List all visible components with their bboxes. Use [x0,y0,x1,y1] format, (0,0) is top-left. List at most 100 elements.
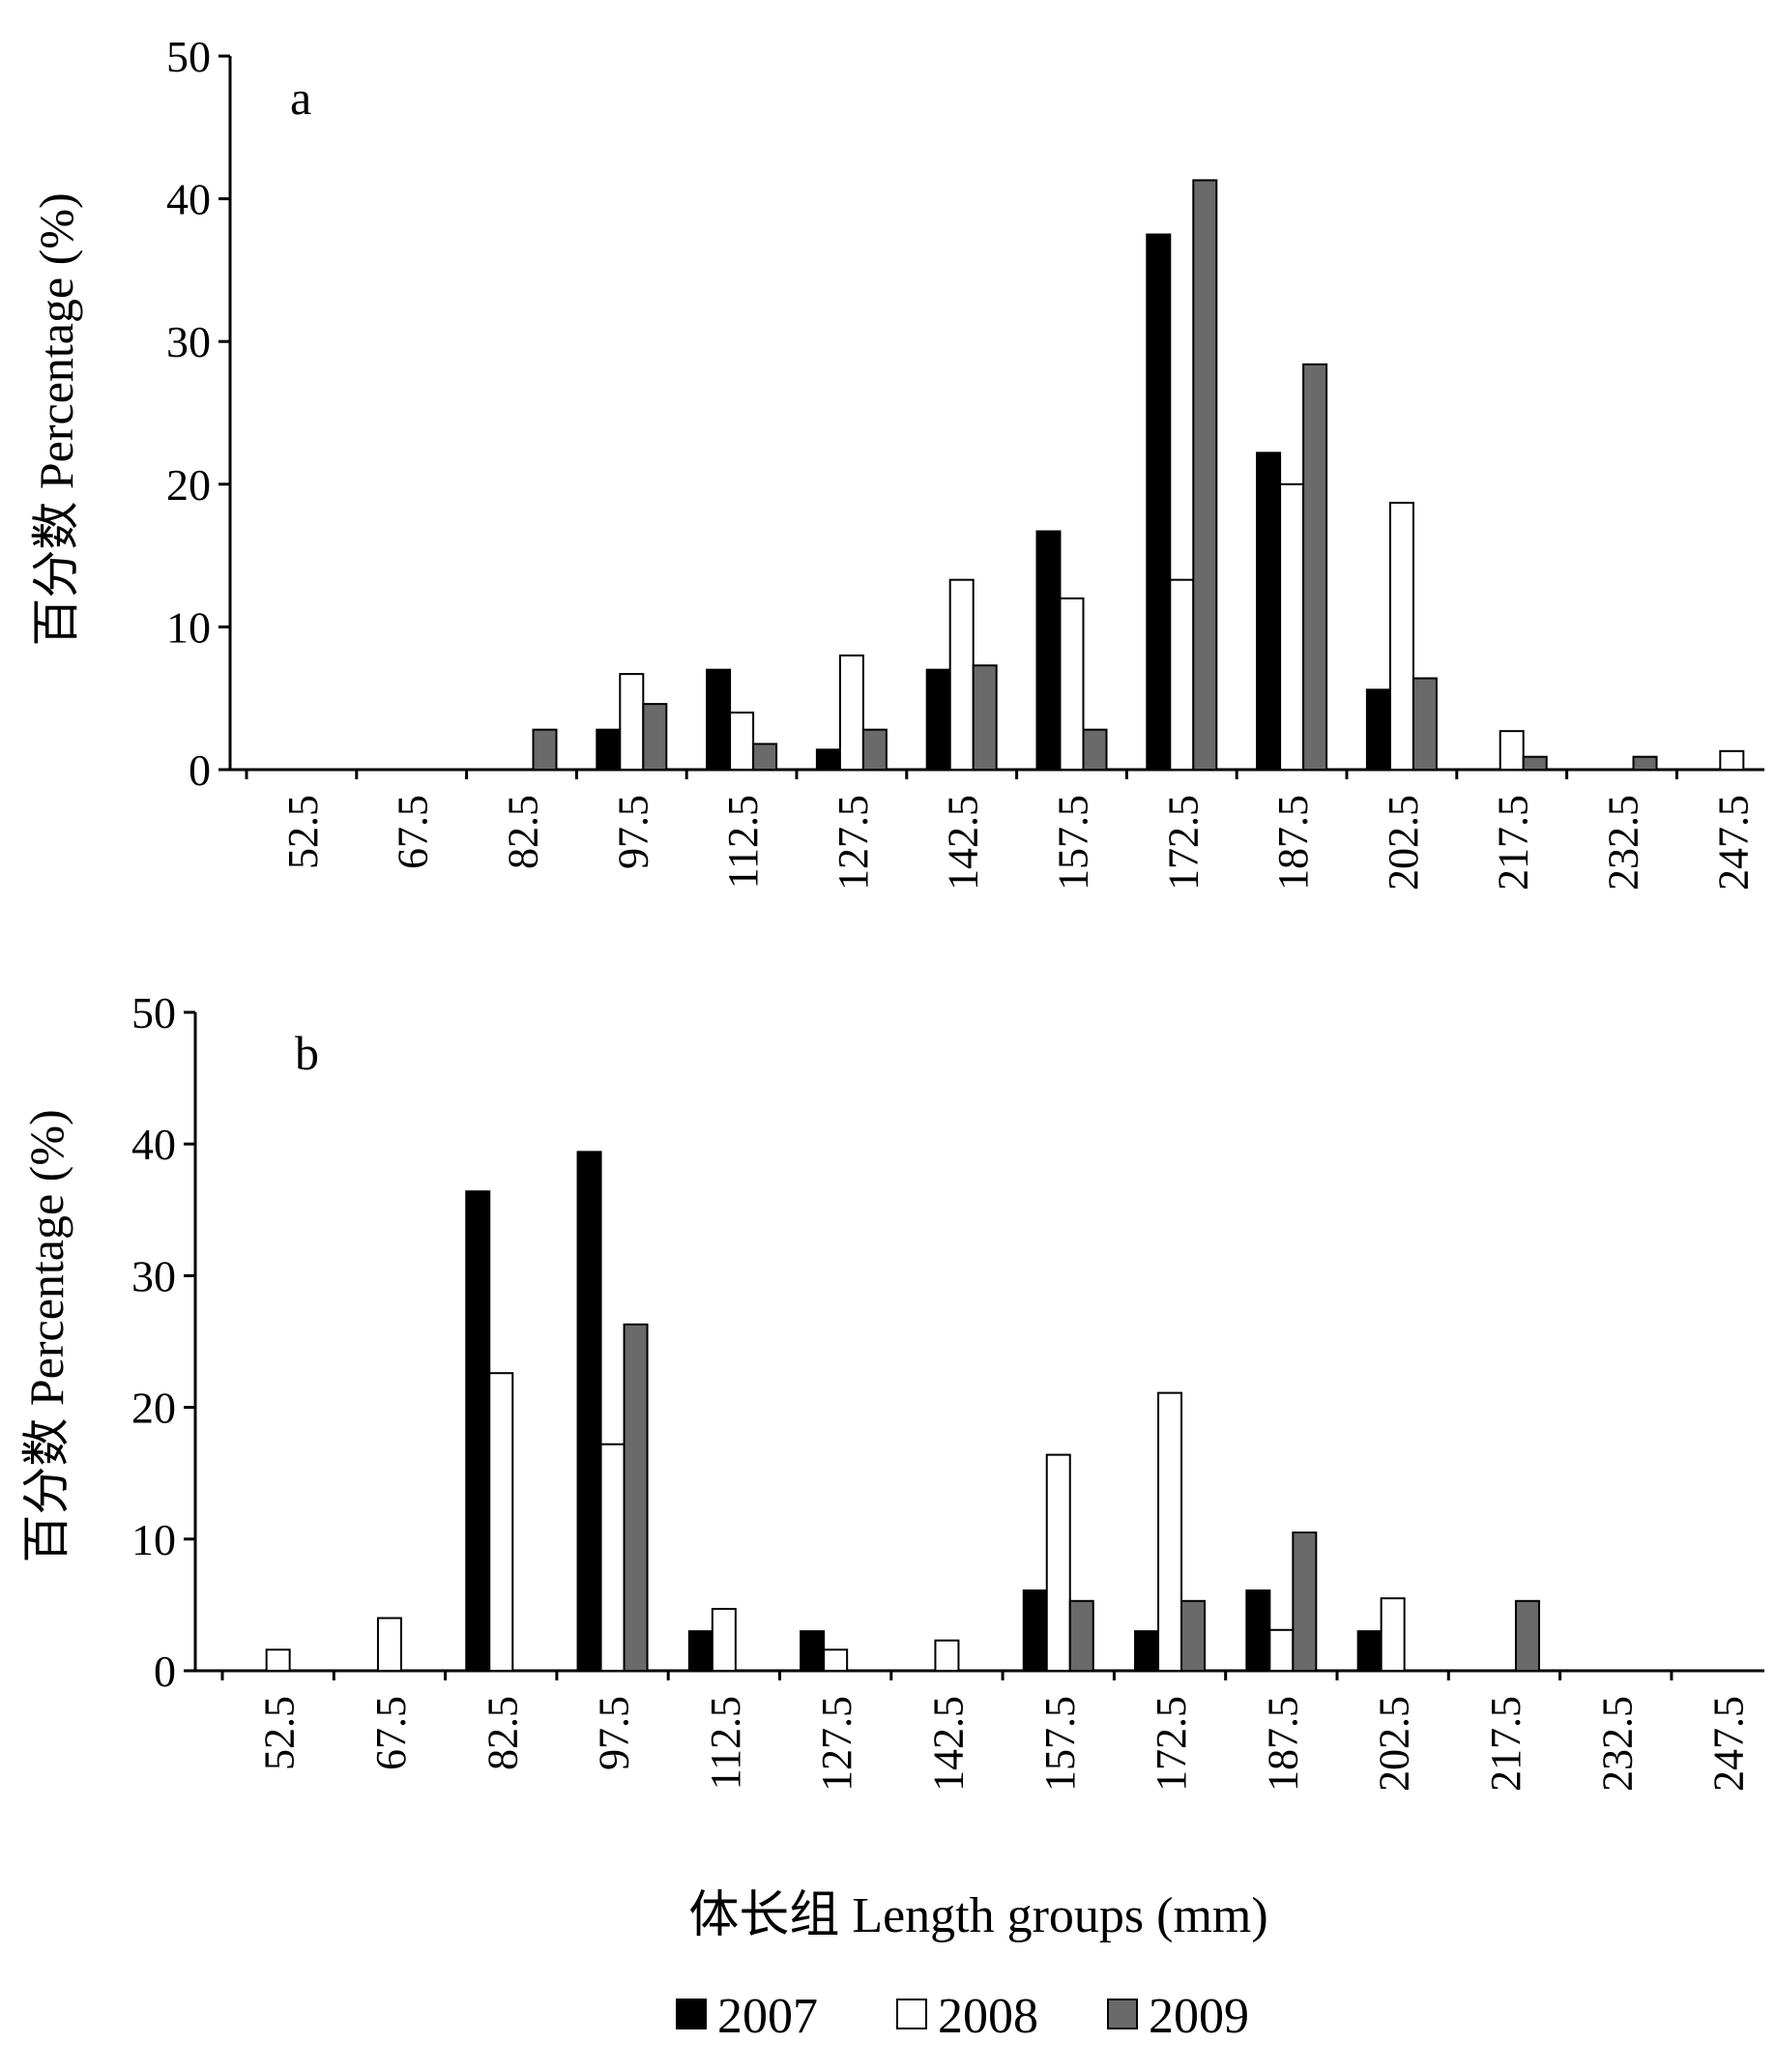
panel-a-bar-2008 [619,673,645,771]
panel-a-x-tick-label: 112.5 [719,795,767,889]
panel-a-x-tick-label: 247.5 [1709,795,1757,890]
panel-b-x-tick-label: 187.5 [1259,1696,1306,1792]
panel-a-bar-2009 [1522,755,1548,772]
panel-b-y-tick-label: 20 [131,1384,176,1433]
panel-a-bar-2007 [706,668,732,771]
panel-a-bar-2008 [1169,578,1195,772]
panel-b-x-tick-label: 232.5 [1593,1696,1641,1792]
panel-a-bar-2009 [642,703,668,771]
panel-b-bar-2007 [800,1630,826,1673]
panel-a-bar-2007 [925,668,951,771]
panel-b-bar-2008 [1157,1391,1183,1673]
panel-b-bar-2009 [1292,1531,1318,1672]
panel-a-bar-2007 [1256,452,1282,771]
panel-b-x-tick-label: 142.5 [924,1696,972,1792]
panel-a-bar-2008 [948,578,975,772]
panel-b-x-tick-label: 157.5 [1036,1696,1084,1792]
legend-item-2009: 2009 [1107,1989,1249,2044]
panel-b-bar-2008 [599,1443,626,1672]
legend-swatch-2009 [1107,1999,1138,2029]
panel-a-bar-2009 [1302,363,1328,771]
panel-b-bar-2007 [1134,1630,1160,1673]
panel-a-plot: 0 10 20 30 40 50 52.5 67.5 82.5 97.5 112.5 127.5 142… [166,32,1764,890]
panel-b-bar-2008 [1268,1628,1295,1672]
panel-a-y-tick-label: 40 [166,175,211,224]
panel-a-bar-2008 [1388,501,1414,771]
panel-b-x-tick-label: 172.5 [1148,1696,1195,1792]
panel-a-bar-2007 [1035,530,1062,771]
panel-a-x-tick-label: 82.5 [500,795,547,869]
legend: 2007 2008 2009 [676,1989,1249,2044]
panel-a-bar-2008 [1499,730,1525,772]
legend-swatch-2008 [896,1999,927,2029]
panel-a-x-tick-label: 202.5 [1380,795,1427,890]
panel-b-bar-2008 [488,1372,514,1672]
panel-b-x-tick-label: 82.5 [479,1696,526,1770]
panel-b-bar-2008 [265,1649,291,1673]
panel-a-x-tick-label: 142.5 [940,795,987,890]
panel-b-x-tick-label: 217.5 [1482,1696,1529,1792]
panel-b-bar-2007 [465,1190,491,1673]
x-axis-label: 体长组 Length groups (mm) [688,1888,1267,1943]
panel-b-x-tick-label: 247.5 [1705,1696,1753,1792]
panel-a: 百分数 Percentage (%) a 0 10 20 30 40 50 52.5 67.5… [29,32,1764,890]
panel-b-x-tick-label: 127.5 [813,1696,860,1792]
panel-b-bar-2007 [1245,1589,1271,1672]
panel-b-bar-2008 [376,1617,402,1673]
panel-a-bar-2009 [532,728,558,771]
panel-a-bar-2007 [1365,688,1391,771]
panel-a-bar-2008 [1059,597,1085,771]
panel-a-x-tick-label: 52.5 [279,795,327,869]
panel-b-plot: 0 10 20 30 40 50 52.5 67.5 82.5 97.5 112.5 127.5 142… [131,988,1764,1792]
panel-a-bar-2007 [1146,233,1172,771]
panel-a-x-tick-label: 67.5 [390,795,437,869]
panel-b-y-tick-label: 10 [131,1515,176,1564]
panel-b-x-tick-label: 52.5 [256,1696,304,1770]
panel-a-bar-2009 [1192,179,1218,772]
panel-a-y-tick-label: 20 [166,460,211,510]
legend-swatch-2007 [676,1999,707,2029]
panel-b-bar-2009 [1514,1599,1540,1672]
panel-a-x-tick-label: 187.5 [1269,795,1317,890]
panel-a-x-tick-label: 127.5 [830,795,877,890]
legend-label-2007: 2007 [717,1989,818,2044]
panel-a-y-tick-label: 30 [166,317,211,366]
panel-b-bar-2009 [1068,1599,1094,1672]
panel-a-bar-2009 [1412,677,1438,772]
panel-a-bar-2007 [815,748,841,771]
legend-label-2009: 2009 [1149,1989,1249,2044]
panel-b-bar-2007 [576,1151,602,1672]
panel-b-y-tick-label: 30 [131,1251,176,1300]
panel-b-bar-2007 [1022,1589,1048,1672]
panel-a-ylabel: 百分数 Percentage (%) [29,192,83,646]
panel-b-bar-2009 [623,1323,649,1672]
panel-a-bar-2009 [752,743,778,772]
panel-a-x-tick-label: 157.5 [1050,795,1097,890]
panel-a-bar-2008 [838,654,864,771]
legend-label-2008: 2008 [938,1989,1038,2044]
legend-item-2008: 2008 [896,1989,1038,2044]
panel-a-x-tick-label: 97.5 [609,795,656,869]
panel-a-bar-2008 [1279,482,1305,771]
panel-b: 百分数 Percentage (%) b 0 10 20 30 40 50 52.5 67.5… [19,988,1764,1792]
panel-b-x-tick-label: 67.5 [367,1696,415,1770]
legend-item-2007: 2007 [676,1989,818,2044]
panel-b-ylabel: 百分数 Percentage (%) [19,1109,73,1562]
panel-a-bar-2009 [1632,755,1658,772]
panel-b-bar-2008 [934,1639,960,1672]
panel-b-bar-2008 [1380,1597,1406,1672]
panel-b-bar-2007 [687,1630,713,1673]
panel-b-bar-2008 [711,1607,737,1672]
panel-a-x-tick-label: 232.5 [1600,795,1647,890]
panel-a-bar-2009 [861,728,888,771]
panel-b-bar-2008 [823,1649,849,1673]
panel-b-x-tick-label: 97.5 [591,1696,638,1770]
panel-b-bar-2009 [1180,1599,1207,1672]
panel-b-label: b [295,1026,319,1080]
panel-a-bar-2009 [1082,728,1108,771]
panel-a-y-tick-label: 0 [189,745,211,795]
panel-a-x-tick-label: 217.5 [1490,795,1537,890]
panel-a-y-tick-label: 50 [166,32,211,81]
panel-b-y-tick-label: 50 [131,988,176,1037]
